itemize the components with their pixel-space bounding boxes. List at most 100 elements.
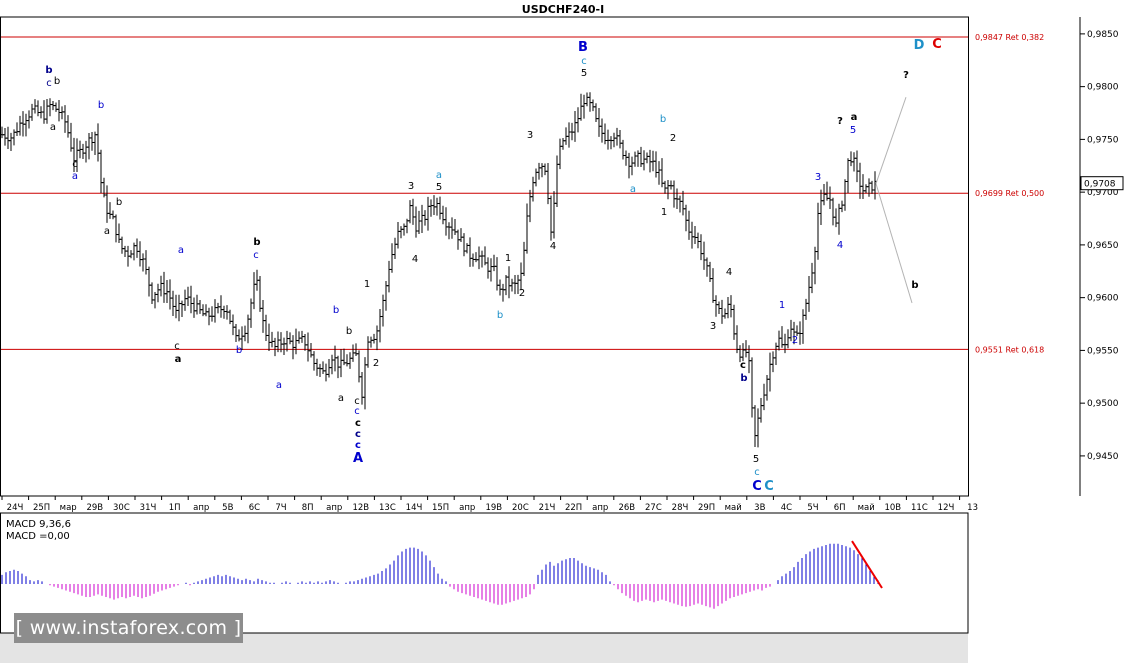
wave-label-17: b — [346, 326, 352, 337]
time-tick-label: 31Ч — [140, 503, 157, 513]
wave-label-22: c — [355, 429, 361, 440]
wave-label-35: 4 — [550, 241, 556, 252]
wave-label-23: c — [355, 440, 361, 451]
wave-label-61: C — [932, 37, 942, 52]
wave-label-38: 5 — [581, 68, 587, 79]
price-tick-label: 0,9450 — [1087, 452, 1119, 462]
wave-label-28: 4 — [412, 254, 418, 265]
wave-label-58: ? — [903, 70, 909, 81]
time-tick-label: 28Ч — [672, 503, 689, 513]
time-tick-label: 4С — [781, 503, 792, 513]
wave-label-7: b — [116, 197, 122, 208]
wave-label-5: c — [72, 159, 78, 170]
wave-label-27: 3 — [408, 181, 414, 192]
wave-label-50: C — [764, 479, 774, 494]
time-tick-label: 26В — [618, 503, 635, 513]
wave-label-42: 1 — [661, 207, 667, 218]
projection-line-1 — [875, 183, 913, 304]
price-tick-label: 0,9650 — [1087, 241, 1119, 251]
wave-label-13: a — [175, 354, 182, 365]
wave-label-20: c — [354, 406, 360, 417]
wave-label-55: ? — [837, 116, 843, 127]
wave-label-45: c — [740, 360, 746, 371]
wave-label-39: b — [660, 114, 666, 125]
current-price-box — [1080, 176, 1124, 191]
wave-label-32: 2 — [519, 288, 525, 299]
time-tick-label: 6С — [249, 503, 260, 513]
wave-label-47: 5 — [753, 454, 759, 465]
time-tick-label: 19В — [485, 503, 502, 513]
price-tick-label: 0,9600 — [1087, 294, 1119, 304]
wave-label-24: A — [353, 451, 363, 466]
wave-label-54: 4 — [837, 240, 843, 251]
macd-trend-arrow — [851, 540, 883, 589]
wave-label-59: b — [911, 280, 918, 291]
price-tick-label: 0,9500 — [1087, 399, 1119, 409]
wave-label-4: b — [98, 100, 104, 111]
price-tick-label: 0,9550 — [1087, 346, 1119, 356]
macd-legend-value: MACD =0,00 — [6, 531, 70, 542]
time-tick-label: май — [725, 503, 742, 513]
time-axis: 24Ч 25П мар 29В 30С 31Ч 1П апр 5В 6С 7Ч 8П апр 12В 13С… — [1, 496, 978, 513]
wave-label-49: C — [752, 479, 762, 494]
wave-label-2: b — [54, 76, 60, 87]
macd-legend-params: MACD 9,36,6 — [6, 519, 71, 530]
price-tick-label: 0,9850 — [1087, 30, 1119, 40]
time-tick-label: 14Ч — [406, 503, 423, 513]
price-axis: 0,9850 0,9800 0,9750 0,9700 0,9650 0,9600 0,95… — [1079, 17, 1124, 496]
wave-label-34: 3 — [527, 130, 533, 141]
time-tick-label: 3В — [754, 503, 765, 513]
fib-label-1: 0,9699 Ret 0,500 — [975, 189, 1044, 198]
time-tick-label: 29В — [86, 503, 103, 513]
time-tick-label: 27С — [645, 503, 662, 513]
time-tick-label: апр — [459, 503, 475, 513]
time-tick-label: 15П — [432, 503, 449, 513]
wave-label-44: 3 — [710, 321, 716, 332]
wave-label-11: c — [253, 250, 259, 261]
instaforex-watermark[interactable]: [ www.instaforex.com ] — [14, 613, 243, 643]
time-tick-label: апр — [326, 503, 342, 513]
fibonacci-levels: 0,9847 Ret 0,382 0,9699 Ret 0,500 0,9551 R… — [0, 33, 1044, 354]
time-tick-label: апр — [193, 503, 209, 513]
wave-label-6: a — [72, 171, 78, 182]
wave-label-3: a — [50, 122, 56, 133]
wave-label-1: c — [46, 78, 52, 89]
price-bars — [0, 92, 877, 448]
wave-label-37: c — [581, 56, 587, 67]
wave-label-21: c — [355, 418, 361, 429]
chart-title: USDCHF240-I — [522, 3, 604, 16]
projection-lines — [875, 97, 913, 304]
time-tick-label: 20С — [512, 503, 529, 513]
wave-label-8: a — [104, 226, 110, 237]
macd-indicator — [1, 540, 883, 609]
wave-label-48: c — [754, 467, 760, 478]
time-tick-label: 13С — [379, 503, 396, 513]
wave-label-18: a — [338, 393, 344, 404]
wave-label-40: 2 — [670, 133, 676, 144]
time-tick-label: май — [858, 503, 875, 513]
wave-label-31: 1 — [505, 253, 511, 264]
time-tick-label: 5Ч — [807, 503, 818, 513]
time-tick-label: 30С — [113, 503, 130, 513]
price-tick-label: 0,9800 — [1087, 83, 1119, 93]
price-tick-label: 0,9700 — [1087, 188, 1119, 198]
time-tick-label: 7Ч — [275, 503, 286, 513]
time-tick-label: 6П — [834, 503, 846, 513]
wave-label-16: b — [333, 305, 339, 316]
wave-label-26: 2 — [373, 358, 379, 369]
wave-label-51: 1 — [779, 300, 785, 311]
wave-label-60: D — [914, 38, 925, 53]
wave-label-52: 2 — [792, 335, 798, 346]
fib-label-0: 0,9847 Ret 0,382 — [975, 33, 1044, 42]
price-pane-border — [0, 16, 969, 497]
time-tick-label: 12Ч — [938, 503, 955, 513]
fib-label-2: 0,9551 Ret 0,618 — [975, 345, 1044, 354]
wave-label-53: 3 — [815, 172, 821, 183]
current-price-label: 0,9708 — [1084, 180, 1116, 190]
wave-label-14: b — [236, 345, 242, 356]
time-tick-label: 25П — [33, 503, 50, 513]
time-tick-label: 13 — [967, 503, 978, 513]
time-tick-label: 24Ч — [7, 503, 24, 513]
